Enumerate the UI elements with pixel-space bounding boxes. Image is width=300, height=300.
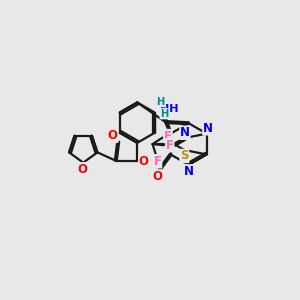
Text: F: F bbox=[166, 139, 174, 152]
Text: N: N bbox=[180, 126, 190, 139]
Text: O: O bbox=[153, 170, 163, 183]
Text: O: O bbox=[108, 129, 118, 142]
Text: H: H bbox=[160, 109, 168, 119]
Text: N: N bbox=[203, 122, 213, 135]
Text: N: N bbox=[184, 165, 194, 178]
Text: O: O bbox=[139, 155, 149, 168]
Text: F: F bbox=[164, 130, 172, 142]
Text: NH: NH bbox=[160, 104, 179, 114]
Text: H: H bbox=[156, 97, 165, 106]
Text: S: S bbox=[180, 149, 189, 162]
Text: F: F bbox=[154, 155, 162, 168]
Text: O: O bbox=[78, 163, 88, 176]
